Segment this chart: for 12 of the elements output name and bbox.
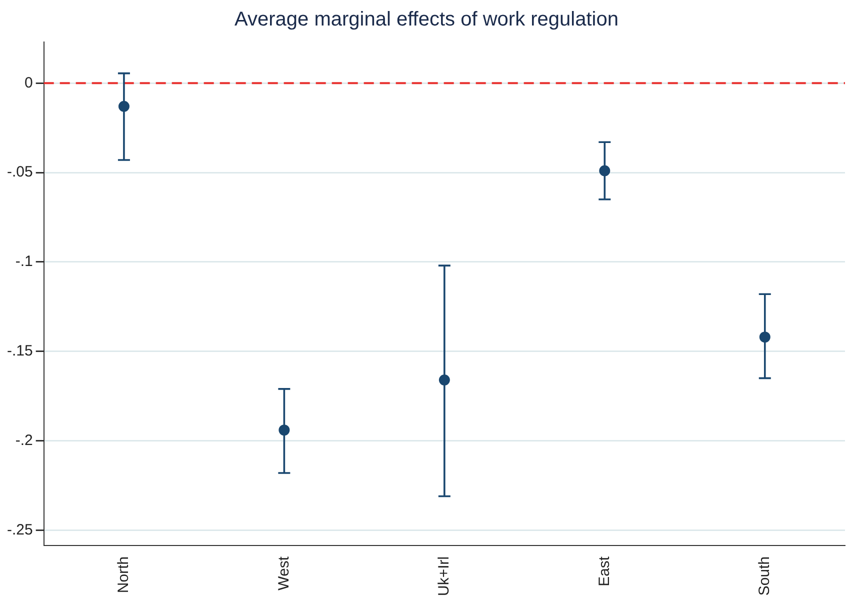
y-tick-label: -.2 <box>15 432 33 449</box>
chart-title: Average marginal effects of work regulation <box>234 8 618 31</box>
y-tick-label: -.25 <box>6 521 33 538</box>
y-tick-label: 0 <box>24 74 33 92</box>
x-tick-label: South <box>756 556 774 596</box>
x-tick-label: West <box>275 556 292 590</box>
x-tick-label: Uk+Irl <box>436 556 453 596</box>
y-tick-label: -.05 <box>6 164 33 181</box>
y-tick-label: -.15 <box>6 342 33 360</box>
x-tick-label: East <box>596 556 613 586</box>
x-tick-label: North <box>115 556 132 594</box>
y-tick-label: -.1 <box>15 253 33 270</box>
